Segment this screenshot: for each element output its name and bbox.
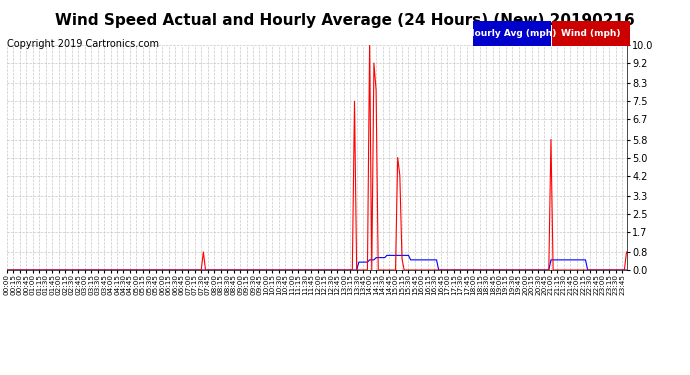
Text: Wind Speed Actual and Hourly Average (24 Hours) (New) 20190216: Wind Speed Actual and Hourly Average (24… [55, 13, 635, 28]
Text: Wind (mph): Wind (mph) [561, 29, 621, 38]
Text: Copyright 2019 Cartronics.com: Copyright 2019 Cartronics.com [7, 39, 159, 50]
Text: Hourly Avg (mph): Hourly Avg (mph) [467, 29, 556, 38]
